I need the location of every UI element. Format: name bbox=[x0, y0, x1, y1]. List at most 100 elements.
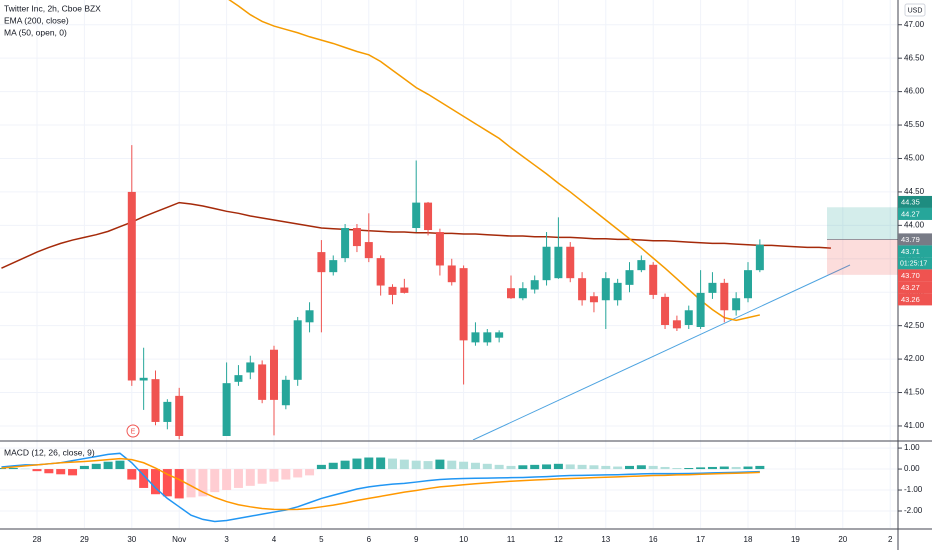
macd-histogram-bar bbox=[56, 469, 66, 475]
candle-body bbox=[246, 362, 255, 373]
macd-histogram-bar bbox=[210, 469, 220, 493]
macd-histogram-bar bbox=[470, 462, 480, 470]
candle-body bbox=[234, 375, 243, 382]
macd-histogram-bar bbox=[151, 469, 160, 495]
macd-histogram-bar bbox=[707, 466, 717, 470]
candle-body bbox=[151, 379, 160, 422]
position-target bbox=[827, 207, 898, 240]
macd-histogram-bar bbox=[482, 463, 492, 470]
candle-body bbox=[139, 377, 148, 381]
macd-histogram-bar bbox=[506, 465, 516, 470]
x-tick-label: 20 bbox=[838, 535, 847, 544]
candle-body bbox=[589, 296, 598, 303]
candle-body bbox=[649, 264, 658, 295]
candle-body bbox=[459, 268, 468, 341]
macd-histogram-bar bbox=[625, 465, 634, 470]
indicator-line bbox=[228, 0, 761, 322]
x-tick-label: 4 bbox=[272, 535, 277, 544]
candle-body bbox=[578, 278, 587, 301]
y-tick-label: 46.50 bbox=[904, 53, 925, 62]
x-tick-label: 12 bbox=[554, 535, 563, 544]
candle-body bbox=[364, 242, 373, 259]
x-tick-label: 13 bbox=[601, 535, 610, 544]
macd-histogram-bar bbox=[518, 465, 528, 470]
macd-histogram-bar bbox=[577, 464, 587, 470]
macd-histogram-bar bbox=[636, 465, 646, 470]
macd-histogram-bar bbox=[399, 459, 409, 470]
candle-body bbox=[400, 287, 409, 293]
indicator-line bbox=[1, 457, 760, 511]
y-tick-label: 1.00 bbox=[904, 443, 920, 452]
x-tick-label: 19 bbox=[791, 535, 800, 544]
macd-histogram-bar bbox=[743, 466, 753, 470]
macd-histogram-bar bbox=[44, 469, 54, 474]
countdown-label: 01:25:17 bbox=[900, 261, 927, 268]
macd-histogram-bar bbox=[328, 462, 338, 470]
candle-body bbox=[755, 244, 764, 271]
macd-histogram-bar bbox=[388, 458, 397, 470]
macd-histogram-bar bbox=[719, 466, 729, 470]
candle-body bbox=[672, 320, 681, 329]
macd-histogram-bar bbox=[222, 469, 232, 491]
candle-body bbox=[352, 228, 361, 247]
price-badge bbox=[898, 293, 932, 306]
trend-line bbox=[472, 264, 851, 440]
x-tick-label: 3 bbox=[224, 535, 229, 544]
macd-histogram-bar bbox=[696, 467, 706, 470]
y-tick-label: 41.00 bbox=[904, 421, 925, 430]
price-badge bbox=[898, 281, 932, 294]
candle-body bbox=[424, 202, 433, 231]
candle-body bbox=[163, 401, 172, 422]
x-tick-label: 2 bbox=[888, 535, 893, 544]
position-stop bbox=[827, 239, 898, 275]
macd-histogram-bar bbox=[411, 460, 421, 470]
y-tick-label: 44.50 bbox=[904, 187, 925, 196]
currency: USD bbox=[908, 7, 923, 14]
candle-body bbox=[601, 278, 610, 301]
candle-body bbox=[495, 332, 504, 338]
price-badge-label: 43.70 bbox=[901, 271, 920, 280]
candle-body bbox=[258, 364, 267, 400]
candle-body bbox=[554, 246, 563, 279]
macd-histogram-bar bbox=[589, 465, 599, 470]
candle-body bbox=[637, 260, 646, 271]
macd-histogram-bar bbox=[139, 469, 149, 488]
candle-body bbox=[542, 246, 551, 281]
earnings-marker[interactable] bbox=[126, 424, 140, 438]
macd-legend: MACD (12, 26, close, 9) bbox=[4, 447, 95, 457]
macd-histogram-bar bbox=[198, 469, 208, 497]
price-badge-label: 43.26 bbox=[901, 295, 920, 304]
candle-body bbox=[270, 349, 278, 400]
x-tick-label: 28 bbox=[33, 535, 42, 544]
y-tick-label: 47.00 bbox=[904, 20, 925, 29]
candle-body bbox=[341, 228, 350, 259]
price-badge-label: 43.71 bbox=[901, 247, 920, 256]
macd-histogram-bar bbox=[186, 469, 196, 498]
candle-body bbox=[696, 292, 705, 327]
macd-histogram-bar bbox=[281, 469, 291, 480]
macd-histogram-bar bbox=[269, 469, 279, 482]
candle-body bbox=[222, 383, 231, 436]
macd-histogram-bar bbox=[435, 459, 445, 470]
y-tick-label: 46.00 bbox=[904, 87, 925, 96]
candle-body bbox=[708, 282, 717, 293]
candle-body bbox=[435, 232, 444, 266]
countdown-badge bbox=[898, 257, 932, 270]
x-tick-label: 18 bbox=[744, 535, 753, 544]
macd-histogram-bar bbox=[127, 469, 137, 480]
candle-body bbox=[483, 332, 492, 343]
candle-body bbox=[684, 310, 693, 325]
macd-histogram-bar bbox=[542, 464, 552, 470]
earnings-label: E bbox=[131, 428, 136, 435]
macd-histogram-bar bbox=[20, 468, 30, 470]
macd-histogram-bar bbox=[68, 469, 78, 476]
price-badge-label: 44.27 bbox=[901, 209, 920, 218]
macd-histogram-bar bbox=[459, 461, 469, 470]
macd-histogram-bar bbox=[115, 460, 125, 470]
y-tick-label: 0.00 bbox=[904, 464, 920, 473]
candle-body bbox=[376, 258, 385, 286]
macd-histogram-bar bbox=[601, 465, 611, 470]
y-tick-label: -1.00 bbox=[904, 485, 923, 494]
x-tick-label: 11 bbox=[507, 535, 516, 544]
candle-body bbox=[661, 296, 670, 325]
